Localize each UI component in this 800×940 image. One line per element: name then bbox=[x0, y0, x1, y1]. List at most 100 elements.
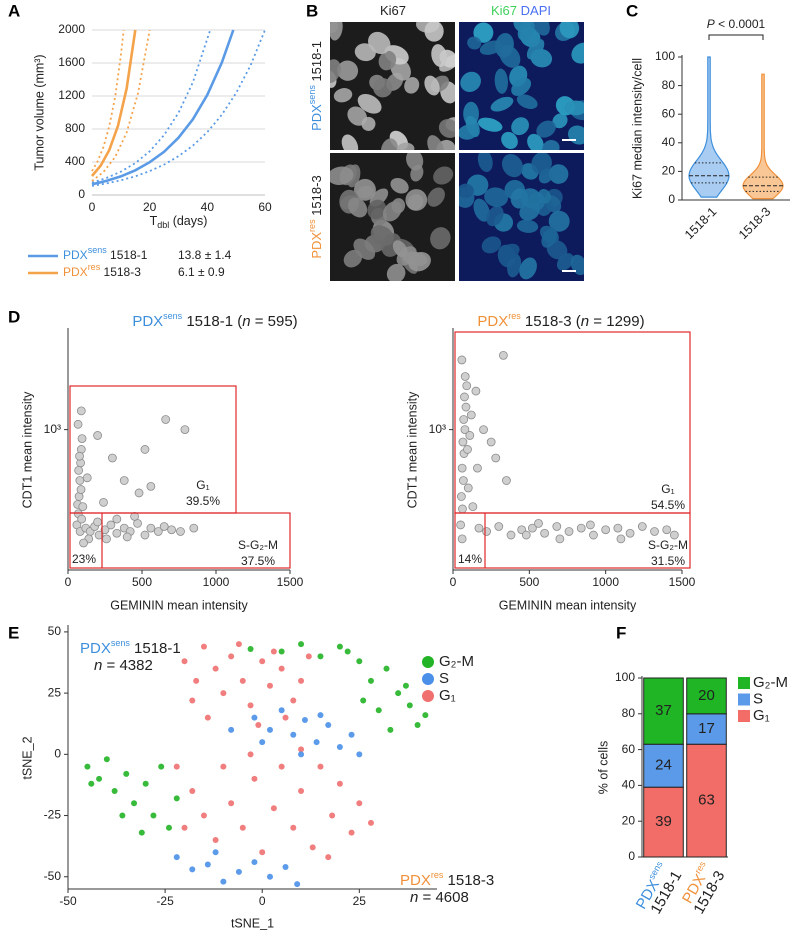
point bbox=[173, 854, 180, 861]
point bbox=[142, 780, 149, 787]
point bbox=[348, 731, 355, 738]
y-tick-label: 40 bbox=[622, 778, 636, 792]
point bbox=[317, 712, 324, 719]
bar-segment bbox=[686, 677, 727, 715]
bar-segment bbox=[686, 743, 727, 858]
point bbox=[278, 665, 285, 672]
panel-label: A bbox=[8, 1, 20, 20]
point bbox=[146, 481, 156, 491]
point bbox=[102, 534, 111, 544]
point bbox=[122, 532, 132, 542]
x-tick-label-part: sens bbox=[647, 859, 665, 881]
y-tick-label: 10³ bbox=[44, 422, 61, 436]
y-tick-label: 100 bbox=[655, 49, 675, 63]
point bbox=[112, 528, 122, 538]
point bbox=[637, 522, 647, 531]
point bbox=[153, 527, 163, 536]
point bbox=[93, 517, 102, 527]
y-tick-label: 1200 bbox=[58, 88, 85, 102]
point bbox=[298, 677, 305, 684]
point bbox=[181, 658, 188, 665]
chart-title-part: = 595) bbox=[251, 313, 298, 330]
point bbox=[576, 523, 586, 533]
point bbox=[348, 829, 355, 836]
point bbox=[336, 743, 343, 750]
image-row-label-part: sens bbox=[307, 85, 317, 105]
gate bbox=[454, 512, 691, 569]
value-label: 20 bbox=[698, 687, 715, 704]
nucleus bbox=[438, 119, 455, 138]
nuclei bbox=[459, 153, 584, 280]
y-axis-label: CDT1 mean intensity bbox=[20, 391, 34, 508]
y-tick-label: 400 bbox=[65, 154, 85, 168]
x-tick-label: -50 bbox=[59, 894, 77, 908]
point bbox=[278, 707, 285, 714]
x-tick-label: 0 bbox=[65, 575, 72, 589]
point bbox=[75, 476, 85, 485]
point bbox=[146, 523, 156, 533]
y-tick-label: 60 bbox=[662, 106, 676, 120]
legend-label: G₁ bbox=[439, 687, 456, 704]
point bbox=[212, 837, 219, 844]
point bbox=[463, 483, 473, 493]
gate-label: 39.5% bbox=[186, 494, 220, 508]
panel-label: B bbox=[306, 1, 318, 20]
point bbox=[313, 739, 320, 746]
nucleus bbox=[382, 201, 402, 222]
point bbox=[458, 437, 468, 447]
nucleus bbox=[517, 22, 535, 41]
y-tick-label: 20 bbox=[622, 813, 636, 827]
x-tick-label: 1518-1 bbox=[682, 205, 719, 242]
nucleus bbox=[536, 120, 556, 138]
y-tick-label: 1600 bbox=[58, 55, 85, 69]
point bbox=[375, 707, 382, 714]
x-tick-label: -25 bbox=[156, 894, 174, 908]
x-tick-label: 0 bbox=[450, 575, 457, 589]
point bbox=[482, 527, 491, 536]
point bbox=[270, 805, 277, 812]
nucleus bbox=[528, 192, 546, 211]
point bbox=[123, 770, 130, 777]
chart-title-part: sens bbox=[163, 311, 183, 321]
point bbox=[527, 523, 537, 533]
nucleus bbox=[486, 205, 504, 227]
legend-swatch bbox=[738, 677, 750, 689]
point bbox=[78, 502, 88, 512]
point bbox=[457, 355, 467, 365]
point bbox=[616, 534, 626, 544]
x-axis-label-part: T bbox=[150, 214, 158, 228]
nucleus bbox=[347, 197, 368, 218]
point bbox=[165, 824, 172, 831]
p-value-part: P bbox=[707, 17, 715, 31]
nucleus bbox=[473, 198, 490, 222]
nucleus bbox=[526, 39, 545, 60]
panel-label: E bbox=[8, 623, 19, 642]
x-axis-label: GEMININ mean intensity bbox=[499, 598, 637, 612]
panel-label: F bbox=[616, 623, 626, 642]
legend-label: G₂-M bbox=[439, 653, 474, 670]
point bbox=[251, 775, 258, 782]
x-axis-label: Tdbl (days) bbox=[150, 214, 208, 230]
nucleus bbox=[548, 164, 569, 184]
nucleus bbox=[479, 40, 503, 55]
point bbox=[239, 677, 246, 684]
nucleus bbox=[341, 134, 359, 150]
violin bbox=[742, 73, 784, 200]
chart-title-part: = 1299) bbox=[589, 313, 644, 330]
point bbox=[158, 763, 165, 770]
gate-label: 37.5% bbox=[241, 554, 275, 568]
y-tick-label: 0 bbox=[628, 849, 635, 863]
y-tick-label: 25 bbox=[48, 685, 62, 699]
point bbox=[473, 463, 482, 473]
point bbox=[486, 437, 496, 447]
point bbox=[76, 406, 86, 416]
point bbox=[266, 726, 273, 733]
x-tick-label: 20 bbox=[143, 200, 157, 214]
point bbox=[468, 502, 478, 512]
point bbox=[625, 528, 635, 538]
legend-swatch bbox=[422, 656, 434, 668]
y-axis-label: CDT1 mean intensity bbox=[405, 391, 419, 508]
nucleus bbox=[498, 243, 520, 261]
nucleus bbox=[490, 96, 514, 112]
point bbox=[75, 451, 84, 461]
